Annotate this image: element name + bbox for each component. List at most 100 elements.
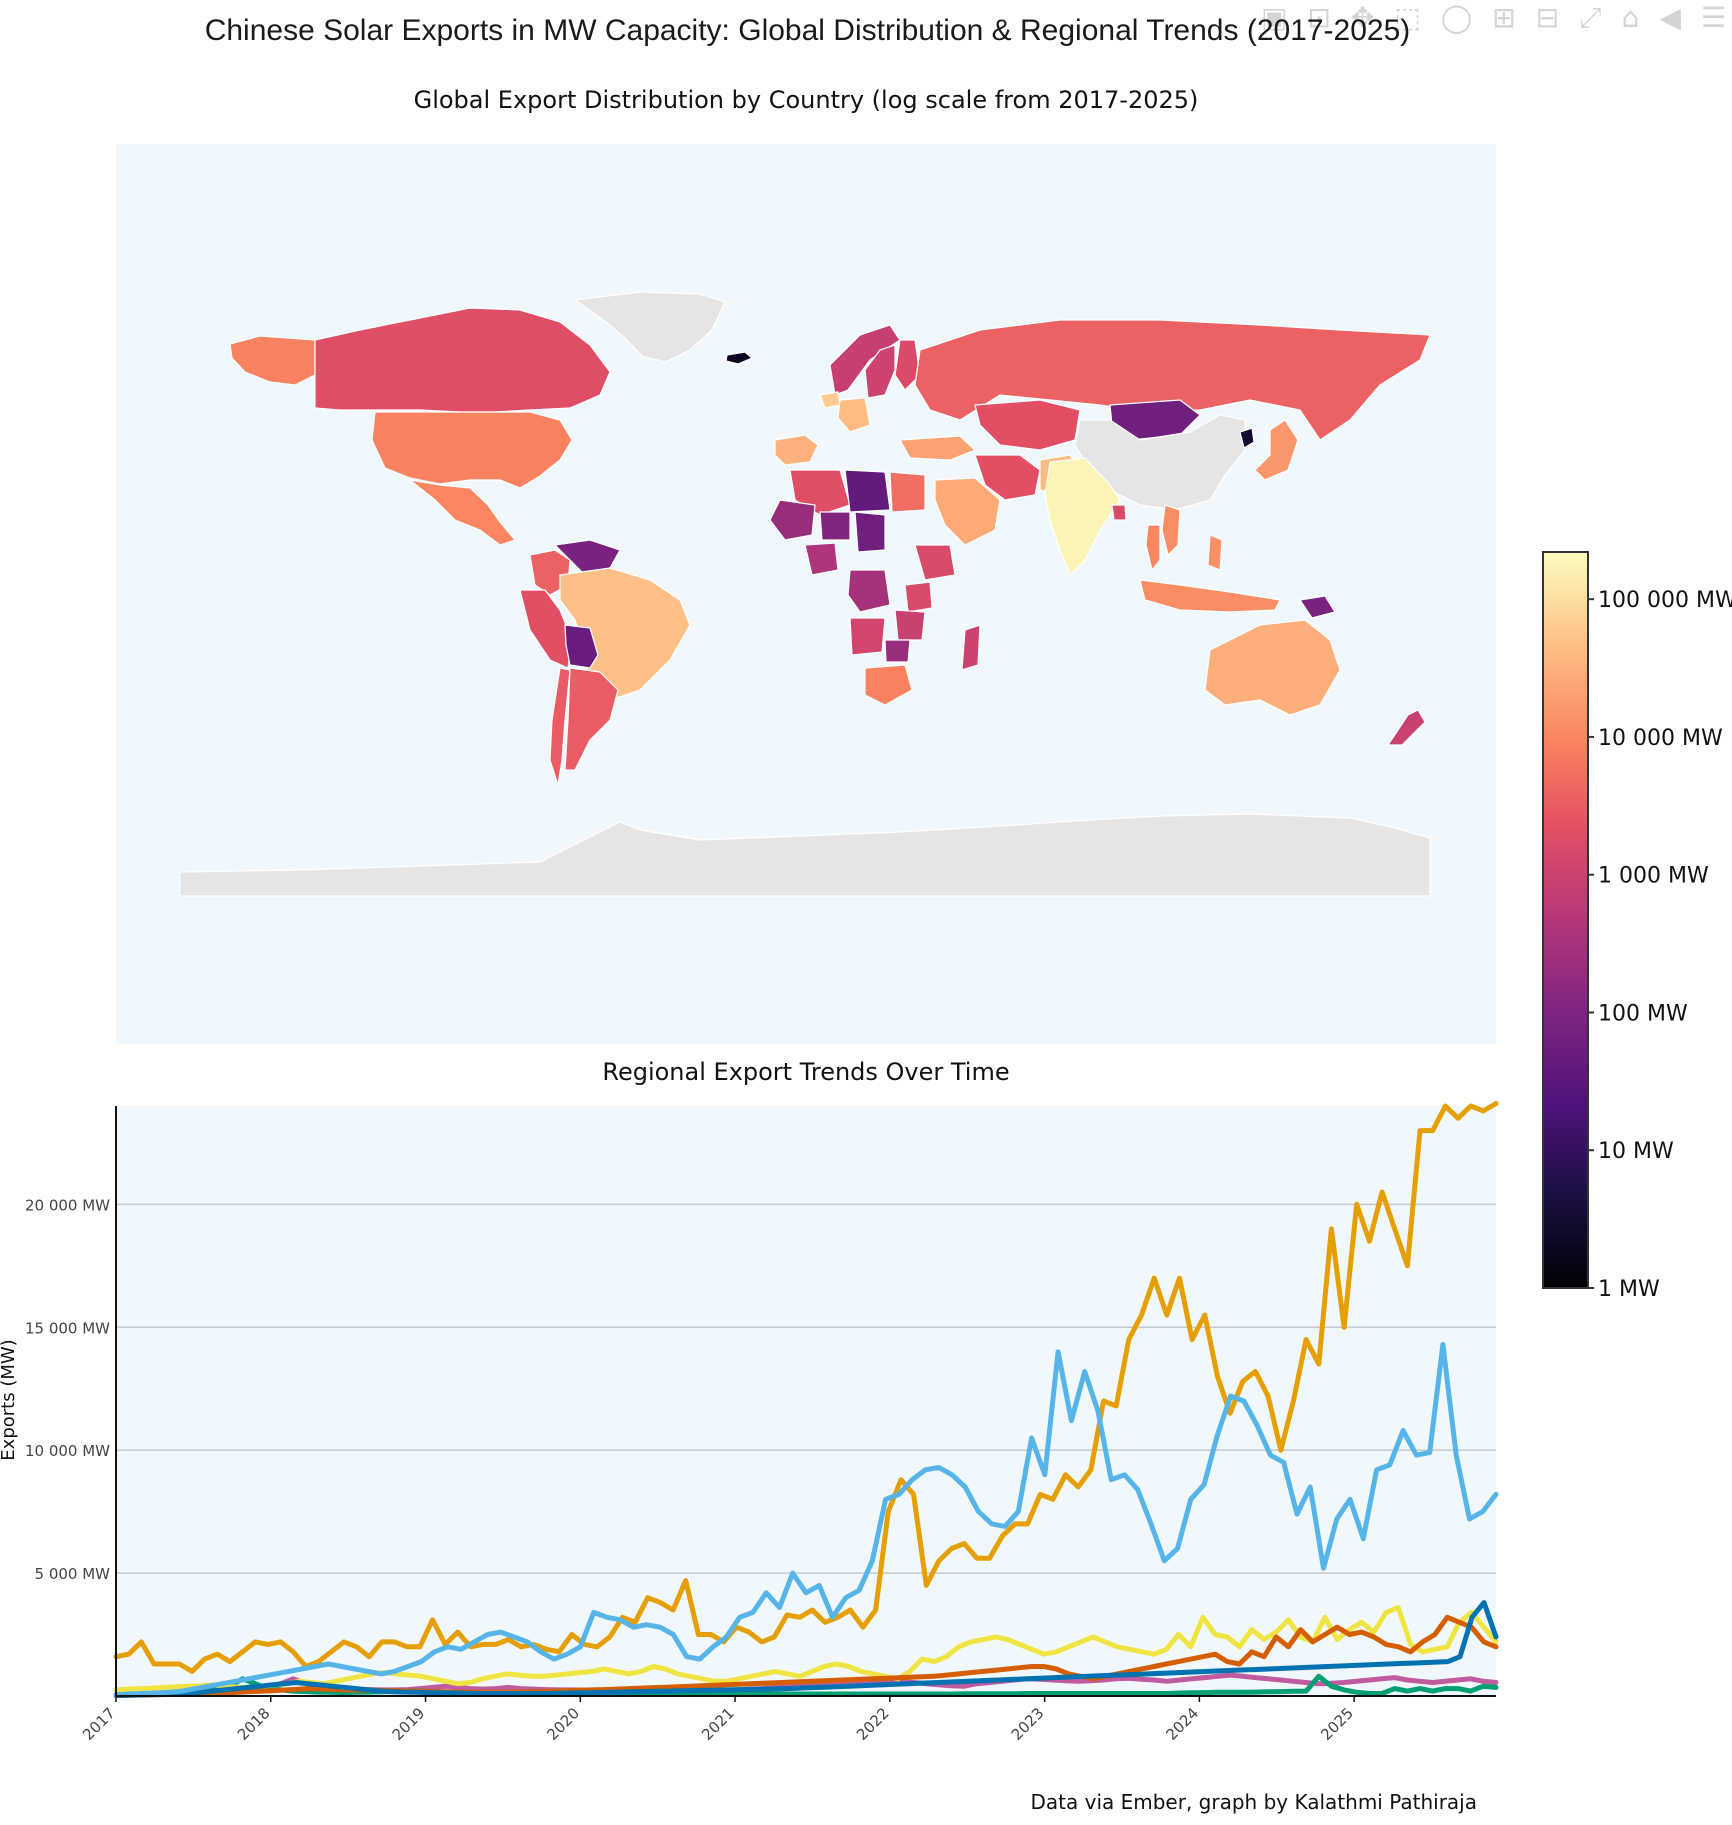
country-india[interactable] xyxy=(1044,457,1121,577)
country-libya[interactable] xyxy=(844,469,891,513)
trend-lines xyxy=(113,1101,1499,1698)
country-madagascar[interactable] xyxy=(961,624,981,671)
x-tick-label: 2025 xyxy=(1317,1704,1357,1744)
country-egypt[interactable] xyxy=(889,471,926,513)
country-russia[interactable] xyxy=(914,319,1431,441)
country-bangladesh[interactable] xyxy=(1111,504,1127,521)
series-line-0[interactable] xyxy=(113,1672,1499,1698)
series-line-5[interactable] xyxy=(113,1101,1499,1674)
country-germany[interactable] xyxy=(837,397,871,433)
country-finland[interactable] xyxy=(894,339,921,391)
hover-closest-icon[interactable]: ◀ xyxy=(1659,1,1681,34)
x-tick-label: 2018 xyxy=(234,1704,274,1744)
country-greenland[interactable] xyxy=(573,291,726,363)
country-colombia[interactable] xyxy=(529,549,571,596)
country-venezuela[interactable] xyxy=(553,539,621,576)
country-mexico[interactable] xyxy=(407,479,517,546)
country-kazakhstan[interactable] xyxy=(974,399,1081,451)
country-algeria[interactable] xyxy=(789,469,851,516)
country-japan[interactable] xyxy=(1254,419,1299,481)
country-iceland[interactable] xyxy=(725,351,754,365)
box-select-icon[interactable]: ⬚ xyxy=(1394,1,1421,34)
country-united-states[interactable] xyxy=(371,411,573,489)
series-line-6[interactable] xyxy=(113,1342,1499,1698)
country-australia[interactable] xyxy=(1204,619,1341,716)
country-nigeria[interactable] xyxy=(804,542,839,576)
x-tick-label: 2023 xyxy=(1008,1704,1048,1744)
zoom-icon[interactable]: ⊡ xyxy=(1307,1,1331,34)
country-canada[interactable] xyxy=(314,307,611,413)
x-tick-label: 2017 xyxy=(79,1704,119,1744)
trend-axes: 5 000 MW 10 000 MW 15 000 MW 20 000 MW 2017 2… xyxy=(25,1106,1496,1744)
pan-icon[interactable]: ✥ xyxy=(1350,1,1375,34)
land-layer xyxy=(179,291,1431,897)
colorbar-tick-label: 10 MW xyxy=(1598,1139,1674,1164)
country-norway[interactable] xyxy=(829,324,901,396)
credit-text: Data via Ember, graph by Kalathmi Pathir… xyxy=(1030,1790,1478,1814)
autoscale-icon[interactable]: ⤢ xyxy=(1579,1,1602,34)
camera-icon[interactable]: ▣ xyxy=(1261,1,1288,34)
country-north-korea[interactable] xyxy=(1239,427,1255,449)
country-antarctica[interactable] xyxy=(179,813,1431,897)
series-line-4[interactable] xyxy=(113,1600,1499,1698)
main-title: Chinese Solar Exports in MW Capacity: Gl… xyxy=(204,14,1411,47)
country-philippines[interactable] xyxy=(1207,534,1223,571)
country-kenya[interactable] xyxy=(904,581,933,613)
country-bolivia[interactable] xyxy=(564,624,599,669)
country-sweden[interactable] xyxy=(864,344,896,399)
zoom-in-icon[interactable]: ⊞ xyxy=(1492,1,1516,34)
country-peru[interactable] xyxy=(519,589,573,669)
map-ocean-background xyxy=(116,144,1496,1044)
country-argentina[interactable] xyxy=(564,667,619,771)
country-new-zealand[interactable] xyxy=(1386,709,1426,746)
country-iran[interactable] xyxy=(974,454,1041,501)
country-papua-new-guinea[interactable] xyxy=(1298,595,1336,619)
country-chile[interactable] xyxy=(549,667,571,786)
series-line-1[interactable] xyxy=(113,1673,1499,1698)
trend-grid xyxy=(116,1203,1496,1574)
zoom-out-icon[interactable]: ⊟ xyxy=(1535,1,1560,34)
trend-plot-background xyxy=(116,1106,1496,1696)
country-mali[interactable] xyxy=(769,499,816,541)
country-thailand[interactable] xyxy=(1145,524,1161,572)
series-line-3[interactable] xyxy=(113,1614,1499,1698)
country-saudi-arabia[interactable] xyxy=(934,477,1001,546)
trend-title: Regional Export Trends Over Time xyxy=(602,1058,1010,1086)
country-niger[interactable] xyxy=(819,511,851,541)
home-icon[interactable]: ⌂ xyxy=(1621,1,1640,34)
colorbar xyxy=(1542,551,1589,1289)
country-turkey[interactable] xyxy=(899,435,977,461)
country-ethiopia[interactable] xyxy=(914,544,956,581)
country-zambia[interactable] xyxy=(884,639,911,663)
country-chad[interactable] xyxy=(854,511,886,553)
y-tick-label: 10 000 MW xyxy=(25,1442,110,1460)
country-tanzania[interactable] xyxy=(894,609,926,641)
lasso-icon[interactable]: ◯ xyxy=(1440,1,1473,34)
country-china[interactable] xyxy=(1074,414,1246,511)
colorbar-tick-label: 10 000 MW xyxy=(1598,726,1723,751)
country-mongolia[interactable] xyxy=(1109,399,1201,441)
x-tick-label: 2021 xyxy=(698,1704,738,1744)
country-indonesia[interactable] xyxy=(1139,579,1281,613)
colorbar-tick-label: 1 000 MW xyxy=(1598,864,1709,889)
country-vietnam[interactable] xyxy=(1161,504,1181,557)
x-tick-label: 2024 xyxy=(1162,1704,1202,1744)
country-spain[interactable] xyxy=(774,434,819,466)
country-angola[interactable] xyxy=(849,617,886,656)
country-alaska-united-states[interactable] xyxy=(229,335,316,386)
colorbar-tick-label: 100 000 MW xyxy=(1598,588,1732,613)
series-line-2[interactable] xyxy=(113,1605,1499,1693)
country-brazil[interactable] xyxy=(559,567,691,701)
x-tick-label: 2022 xyxy=(853,1704,893,1744)
colorbar-ticks: 1 MW 10 MW 100 MW 1 000 MW 10 000 MW 100 000 … xyxy=(1588,588,1732,1302)
country-south-africa[interactable] xyxy=(864,664,913,706)
map-title: Global Export Distribution by Country (l… xyxy=(413,86,1199,114)
country-pakistan[interactable] xyxy=(1039,454,1083,496)
y-tick-label: 5 000 MW xyxy=(35,1565,111,1583)
colorbar-tick-label: 100 MW xyxy=(1598,1001,1688,1026)
country-dr-congo[interactable] xyxy=(847,569,891,613)
country-netherlands[interactable] xyxy=(819,391,841,409)
y-tick-label: 20 000 MW xyxy=(25,1196,110,1214)
hover-compare-icon[interactable]: ☰ xyxy=(1700,1,1726,34)
